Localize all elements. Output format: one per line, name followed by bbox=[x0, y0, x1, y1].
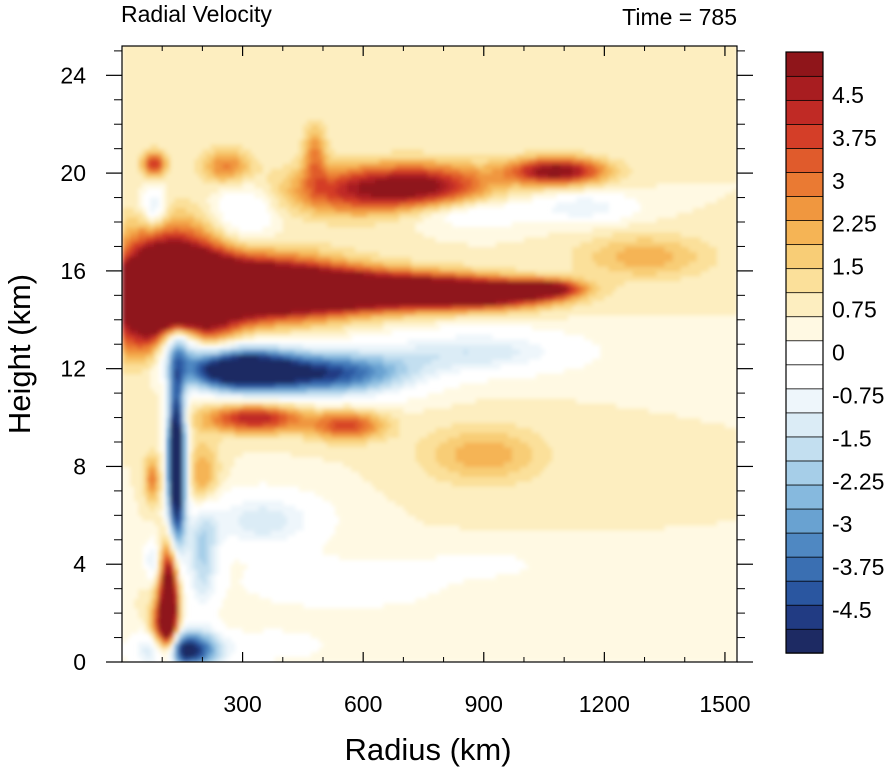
colorbar-segment bbox=[785, 412, 824, 438]
y-tick-label: 4 bbox=[73, 551, 86, 577]
y-tick-label: 8 bbox=[73, 453, 86, 479]
plot-frame bbox=[121, 45, 738, 663]
colorbar-segment bbox=[785, 532, 824, 558]
colorbar-segment bbox=[785, 436, 824, 462]
colorbar-segment bbox=[785, 316, 824, 342]
x-tick-label: 600 bbox=[344, 691, 382, 717]
y-tick-label: 20 bbox=[60, 160, 86, 186]
y-tick-label: 12 bbox=[60, 356, 86, 382]
colorbar-segment bbox=[785, 267, 824, 294]
colorbar-tick-label: 0.75 bbox=[832, 297, 877, 323]
x-tick-label: 1500 bbox=[699, 691, 750, 717]
colorbar-segment bbox=[785, 628, 824, 654]
colorbar-segment bbox=[785, 604, 824, 630]
x-tick-label: 1200 bbox=[579, 691, 630, 717]
y-tick-label: 0 bbox=[73, 649, 86, 675]
chart-title: Radial Velocity bbox=[121, 1, 272, 27]
colorbar-segment bbox=[785, 219, 824, 246]
y-tick-label: 16 bbox=[60, 258, 86, 284]
colorbar-segment bbox=[785, 508, 824, 534]
colorbar-segment bbox=[785, 340, 824, 366]
x-tick-label: 300 bbox=[223, 691, 261, 717]
colorbar-tick-label: -0.75 bbox=[832, 382, 884, 408]
colorbar-segment bbox=[785, 460, 824, 486]
colorbar-segment bbox=[785, 123, 824, 149]
colorbar-segment bbox=[785, 556, 824, 582]
colorbar: 4.5 3.75 3 2.25 1.5 0.75 0 -0.75 -1.5 -2.25 -3 -3.7… bbox=[785, 51, 884, 654]
colorbar-segment bbox=[785, 243, 824, 270]
colorbar-tick-label: 1.5 bbox=[832, 254, 864, 280]
axes: 300 600 900 1200 1500 0 4 8 12 16 20 24 bbox=[60, 46, 753, 717]
colorbar-tick-label: -4.5 bbox=[832, 597, 872, 623]
colorbar-segment bbox=[785, 51, 824, 77]
colorbar-tick-label: 0 bbox=[832, 340, 845, 366]
colorbar-tick-label: -1.5 bbox=[832, 425, 872, 451]
colorbar-tick-label: 3.75 bbox=[832, 125, 877, 151]
colorbar-segment bbox=[785, 99, 824, 125]
colorbar-segment bbox=[785, 484, 824, 510]
colorbar-segment bbox=[785, 171, 824, 197]
colorbar-segment bbox=[785, 195, 824, 221]
colorbar-tick-label: 2.25 bbox=[832, 211, 877, 237]
colorbar-frame bbox=[785, 51, 824, 654]
colorbar-segment bbox=[785, 147, 824, 173]
colorbar-segment bbox=[785, 75, 824, 101]
x-axis-label: Radius (km) bbox=[344, 732, 511, 767]
colorbar-tick-label: -3.75 bbox=[832, 554, 884, 580]
heatmap-field bbox=[122, 46, 737, 662]
colorbar-segment bbox=[785, 580, 824, 606]
colorbar-segment bbox=[785, 388, 824, 414]
colorbar-tick-label: -2.25 bbox=[832, 468, 884, 494]
chart-time-label: Time = 785 bbox=[622, 4, 737, 30]
colorbar-tick-label: -3 bbox=[832, 511, 852, 537]
colorbar-segment bbox=[785, 291, 824, 318]
x-tick-label: 900 bbox=[465, 691, 503, 717]
colorbar-tick-label: 3 bbox=[832, 168, 845, 194]
colorbar-segment bbox=[785, 364, 824, 390]
y-axis-label: Height (km) bbox=[2, 274, 37, 434]
colorbar-tick-label: 4.5 bbox=[832, 82, 864, 108]
heatmap-cells bbox=[122, 46, 737, 662]
y-tick-label: 24 bbox=[60, 62, 86, 88]
